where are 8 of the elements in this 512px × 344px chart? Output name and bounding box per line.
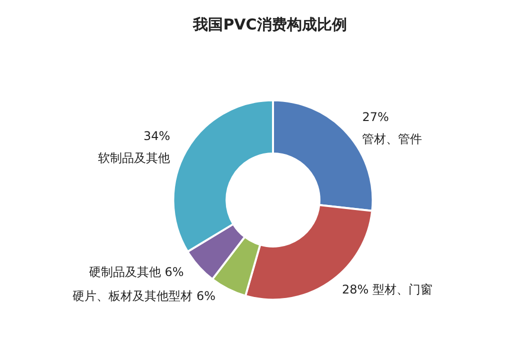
slice-label: 管材、管件 bbox=[362, 132, 422, 146]
slice-label: 硬片、板材及其他型材 6% bbox=[72, 289, 216, 304]
slice-label: 软制品及其他 bbox=[98, 151, 170, 166]
slice-label: 硬制品及其他 6% bbox=[88, 264, 184, 279]
slice-label: 28% 型材、门窗 bbox=[342, 282, 433, 296]
data-label: 34% bbox=[143, 129, 170, 144]
chart-title: 我国PVC消费构成比例 bbox=[192, 16, 347, 34]
data-label: 27% bbox=[362, 110, 389, 124]
